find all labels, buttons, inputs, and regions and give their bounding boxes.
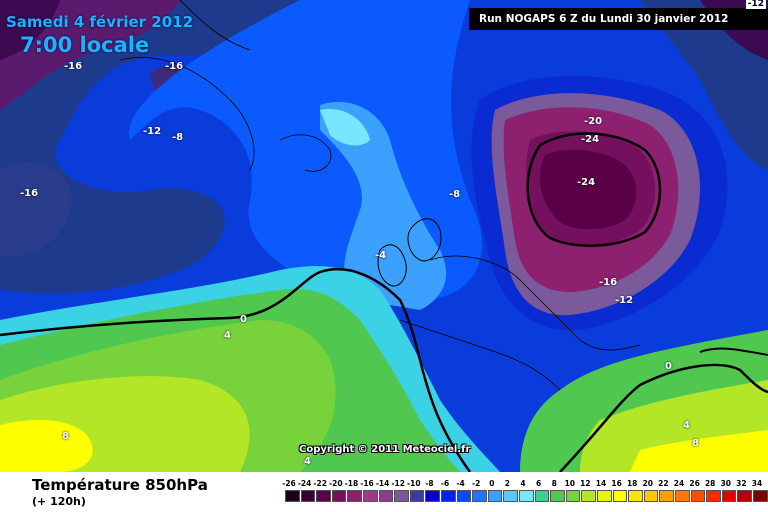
scale-swatch [597,490,612,502]
label-16-east: -16 [599,277,618,288]
scale-tick: 22 [658,479,669,488]
scale-swatch [706,490,721,502]
scale-swatch [643,490,659,502]
scale-tick: 16 [611,479,622,488]
scale-tick: -26 [282,479,296,488]
scale-tick: -2 [472,479,481,488]
scale-swatch [581,490,596,502]
scale-tick: 4 [520,479,526,488]
scale-swatch [534,490,550,502]
scale-swatch [425,490,440,502]
label-4-africa: 4 [304,456,311,467]
label-8-norway: -8 [449,189,461,200]
scale-swatch [316,490,331,502]
label-20-russia: -20 [584,116,603,127]
scale-swatch [503,490,518,502]
scale-tick: -16 [360,479,374,488]
scale-swatch [378,490,394,502]
scale-swatch [456,490,472,502]
scale-swatch [363,490,378,502]
label-0-atlantic: 0 [240,314,247,325]
scale-tick: 18 [626,479,638,488]
forecast-date: Samedi 4 février 2012 [6,13,194,31]
forecast-time: 7:00 locale [20,33,150,57]
corner-value: -12 [745,0,766,9]
legend-subtitle: (+ 120h) [32,495,86,508]
scale-tick: 32 [736,479,747,488]
scale-tick: -4 [456,479,465,488]
scale-swatch [753,490,768,502]
scale-swatch [550,490,565,502]
scale-swatch [659,490,674,502]
scale-tick: -10 [407,479,421,488]
scale-swatch [300,490,316,502]
scale-tick: -14 [375,479,390,488]
run-info: Run NOGAPS 6 Z du Lundi 30 janvier 2012 [469,8,768,30]
label-16-nw1: -16 [64,61,83,72]
scale-swatch [394,490,409,502]
scale-tick: 20 [642,479,654,488]
label-4-east: 4 [683,420,690,431]
scale-tick: 0 [489,479,495,488]
scale-tick: 34 [751,479,763,488]
label-12-greenland: -12 [143,126,162,137]
scale-swatch [441,490,456,502]
scale-swatch [347,490,362,502]
copyright: Copyright © 2011 Meteociel.fr [299,444,471,455]
label-16-west: -16 [20,188,39,199]
scale-tick: 24 [673,479,685,488]
label-24-russia2: -24 [577,177,596,188]
legend-title: Température 850hPa [32,476,208,494]
legend-footer: Température 850hPa (+ 120h) -26 -24 -22 -20… [0,472,768,512]
scale-tick: 14 [595,479,607,488]
scale-swatch [519,490,534,502]
scale-swatch [737,490,752,502]
scale-tick: -6 [440,479,450,488]
label-16-nw2: -16 [165,61,184,72]
scale-tick: 8 [551,479,557,488]
scale-tick: -18 [344,479,359,488]
label-12-east: -12 [615,295,634,306]
scale-swatch [628,490,643,502]
label-0-east: 0 [665,361,672,372]
label-4-uk: -4 [375,250,387,261]
scale-tick: 30 [720,479,732,488]
scale-swatch [487,490,503,502]
scale-tick: -24 [297,479,312,488]
label-24-russia1: -24 [581,134,600,145]
label-8-greenland: -8 [172,132,184,143]
label-8-africa: 8 [62,431,69,442]
scale-tick: 6 [535,479,542,488]
temperature-map: Samedi 4 février 2012 7:00 locale Run NO… [0,0,768,472]
scale-tick: -22 [313,479,327,488]
scale-tick: 28 [704,479,716,488]
label-8-east: 8 [692,438,699,449]
scale-tick: -20 [329,479,343,488]
scale-tick: 12 [580,479,591,488]
temperature-field [0,0,768,472]
scale-swatch [409,490,425,502]
label-4-atlantic: 4 [224,330,231,341]
scale-tick: 10 [564,479,576,488]
scale-swatch [331,490,347,502]
scale-swatch [472,490,487,502]
scale-swatch [690,490,706,502]
scale-swatch [612,490,628,502]
scale-tick: 26 [689,479,700,488]
scale-tick: -8 [425,479,434,488]
scale-tick: -12 [391,479,405,488]
scale-swatch [285,490,300,502]
scale-swatch [565,490,581,502]
scale-tick: 2 [504,479,510,488]
scale-swatch [721,490,737,502]
scale-swatch [675,490,690,502]
